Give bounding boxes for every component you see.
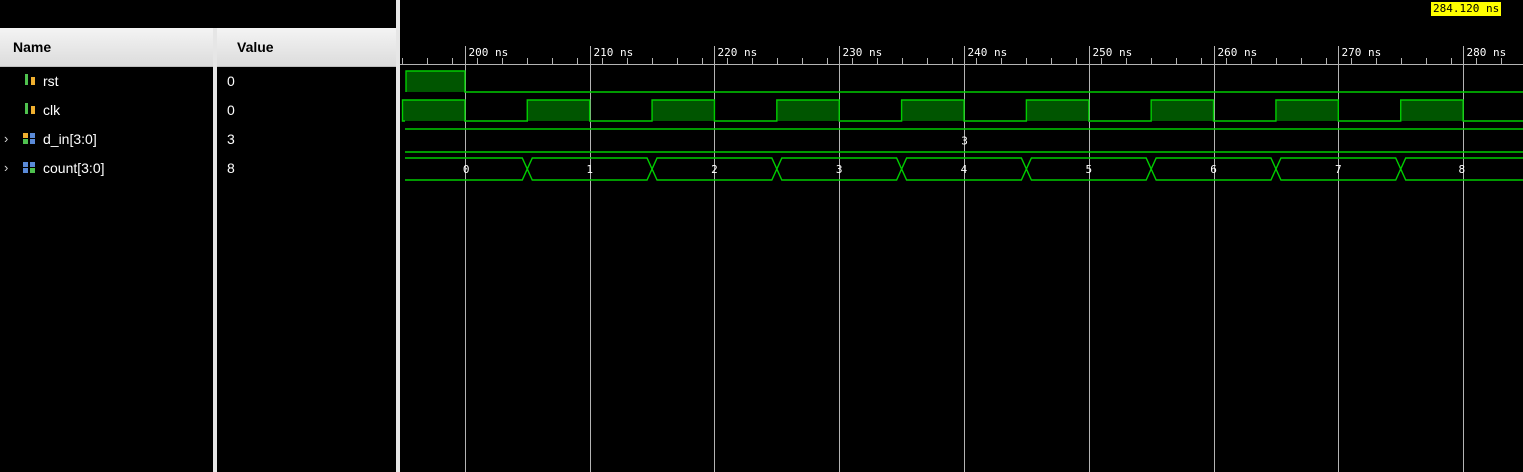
rst-waveform: [405, 70, 1523, 93]
time-label: 250 ns: [1093, 46, 1133, 59]
time-label: 240 ns: [968, 46, 1008, 59]
clk-high-fill: [1151, 100, 1214, 121]
clk-high-fill: [776, 100, 840, 121]
signal-row-rst[interactable]: rst 0: [0, 66, 396, 95]
time-label: 260 ns: [1218, 46, 1258, 59]
count-bus-top: [405, 157, 1523, 171]
count-value-label: 2: [711, 163, 718, 176]
time-label: 280 ns: [1467, 46, 1507, 59]
clk-high-fill: [527, 100, 590, 121]
signal-value: 0: [227, 72, 235, 89]
clk-high-fill: [1026, 100, 1089, 121]
signal-name: count[3:0]: [43, 159, 105, 176]
name-column-header[interactable]: Name: [13, 39, 52, 55]
cursor-time-label: 284.120 ns: [1431, 2, 1502, 16]
signal-value: 0: [227, 101, 235, 118]
time-label: 220 ns: [718, 46, 758, 59]
count-value-label: 1: [586, 163, 593, 176]
clk-high-fill: [402, 100, 465, 121]
count-value-label: 6: [1210, 163, 1217, 176]
clk-waveform: [401, 99, 1523, 122]
expand-chevron-icon[interactable]: ›: [4, 160, 9, 175]
bus-signal-icon: [23, 162, 35, 173]
count-value-label: 3: [836, 163, 843, 176]
signal-name: clk: [43, 101, 61, 118]
count-bus-bottom: [405, 167, 1523, 181]
expand-chevron-icon[interactable]: ›: [4, 131, 9, 146]
clk-high-fill: [652, 100, 715, 121]
d-in-value-label: 3: [961, 135, 968, 148]
column-divider[interactable]: [213, 28, 217, 472]
column-header: Name Value: [0, 28, 396, 67]
clk-high-fill: [1275, 100, 1339, 121]
bit-signal-icon: [25, 74, 35, 85]
signal-row-clk[interactable]: clk 0: [0, 95, 396, 124]
signal-name: d_in[3:0]: [43, 130, 97, 147]
signal-row-count[interactable]: › count[3:0] 8: [0, 153, 396, 182]
bus-signal-icon: [23, 133, 35, 144]
count-value-label: 0: [463, 163, 470, 176]
signal-row-d-in[interactable]: › d_in[3:0] 3: [0, 124, 396, 153]
clk-high-fill: [901, 100, 964, 121]
value-column-header[interactable]: Value: [237, 39, 274, 55]
signal-names-panel: Name Value rst 0 clk 0 › d_in[3:0] 3 › c…: [0, 0, 396, 472]
waveform-canvas[interactable]: 200 ns 210 ns 220 ns 230 ns 240 ns 250 ns 260 …: [400, 0, 1523, 472]
signal-value: 3: [227, 130, 235, 147]
count-value-label: 7: [1335, 163, 1342, 176]
clk-high-fill: [1400, 100, 1464, 121]
names-panel-toolbar: [0, 0, 396, 28]
panel-splitter[interactable]: [396, 0, 400, 472]
time-label: 270 ns: [1342, 46, 1382, 59]
time-label: 230 ns: [843, 46, 883, 59]
count-value-label: 5: [1085, 163, 1092, 176]
rst-high-fill: [406, 71, 465, 92]
count-value-label: 4: [961, 163, 968, 176]
time-label: 210 ns: [594, 46, 634, 59]
bit-signal-icon: [25, 103, 35, 114]
signal-name: rst: [43, 72, 59, 89]
time-label: 200 ns: [469, 46, 509, 59]
signal-value: 8: [227, 159, 235, 176]
count-value-label: 8: [1459, 163, 1466, 176]
